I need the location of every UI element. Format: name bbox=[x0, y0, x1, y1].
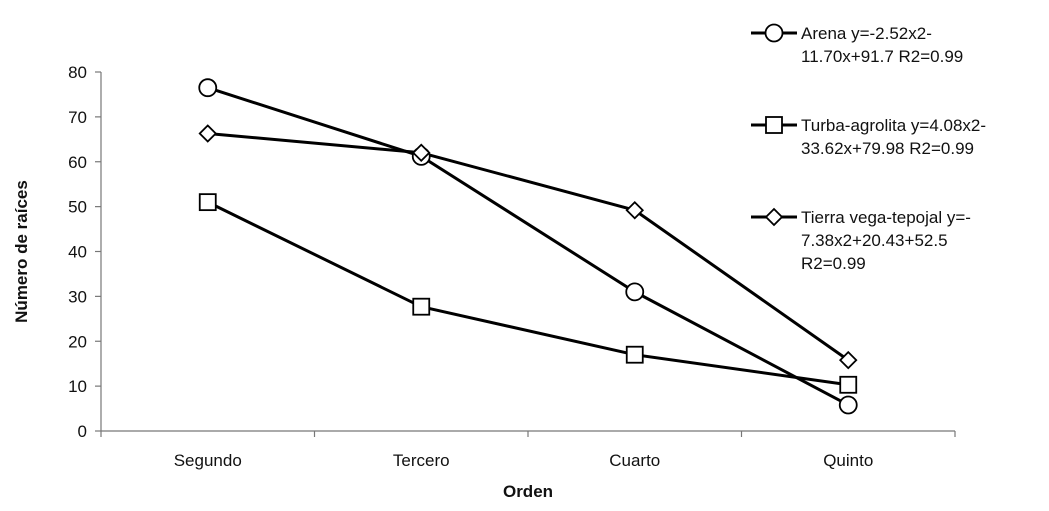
data-point-square bbox=[839, 375, 858, 394]
y-tick-label: 20 bbox=[68, 332, 87, 351]
legend-entry-diamond: Tierra vega-tepojal y=- 7.38x2+20.43+52.5… bbox=[751, 207, 971, 273]
x-axis-title: Orden bbox=[503, 482, 553, 501]
y-tick-label: 80 bbox=[68, 63, 87, 82]
x-tick-label: Cuarto bbox=[609, 451, 660, 470]
y-tick-label: 60 bbox=[68, 153, 87, 172]
data-point-diamond bbox=[625, 200, 645, 220]
legend-marker-square bbox=[765, 116, 783, 134]
x-tick-label: Segundo bbox=[174, 451, 242, 470]
data-point-circle bbox=[625, 282, 645, 302]
legend-label: Tierra vega-tepojal y=- bbox=[801, 208, 971, 227]
data-point-square bbox=[625, 345, 644, 364]
y-axis-title: Número de raíces bbox=[12, 180, 31, 323]
x-tick-label: Quinto bbox=[823, 451, 873, 470]
legend-label: Arena y=-2.52x2- bbox=[801, 24, 932, 43]
y-tick-label: 30 bbox=[68, 287, 87, 306]
data-point-square bbox=[412, 297, 431, 316]
legend-label: 7.38x2+20.43+52.5 bbox=[801, 231, 948, 250]
legend-label: Turba-agrolita y=4.08x2- bbox=[801, 116, 986, 135]
series-line-square bbox=[207, 200, 849, 387]
legend-entry-circle: Arena y=-2.52x2- 11.70x+91.7 R2=0.99 bbox=[751, 23, 963, 66]
data-point-diamond bbox=[838, 350, 858, 370]
y-tick-label: 0 bbox=[78, 422, 87, 441]
x-tick-label: Tercero bbox=[393, 451, 450, 470]
y-tick-label: 50 bbox=[68, 198, 87, 217]
legend-marker-circle bbox=[764, 23, 784, 43]
data-point-square bbox=[198, 193, 217, 212]
series-line-circle bbox=[207, 86, 849, 407]
legend-label: 33.62x+79.98 R2=0.99 bbox=[801, 139, 974, 158]
data-point-diamond bbox=[198, 124, 218, 143]
legend-entry-square: Turba-agrolita y=4.08x2- 33.62x+79.98 R2=… bbox=[751, 116, 986, 158]
y-tick-label: 10 bbox=[68, 377, 87, 396]
y-tick-label: 40 bbox=[68, 243, 87, 262]
legend-label: 11.70x+91.7 R2=0.99 bbox=[801, 47, 963, 66]
data-point-circle bbox=[198, 78, 218, 98]
series-line-diamond bbox=[207, 131, 850, 362]
legend-marker-diamond bbox=[764, 207, 784, 227]
data-point-circle bbox=[838, 395, 858, 415]
y-tick-label: 70 bbox=[68, 108, 87, 127]
legend-label: R2=0.99 bbox=[801, 254, 866, 273]
data-point-diamond bbox=[411, 143, 431, 163]
